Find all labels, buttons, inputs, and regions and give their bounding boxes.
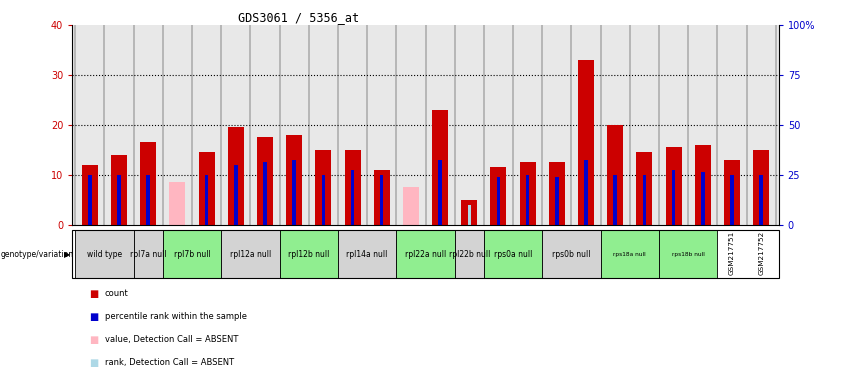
Bar <box>753 150 769 225</box>
Text: rpl12a null: rpl12a null <box>230 250 271 259</box>
Bar <box>263 162 266 225</box>
Bar <box>234 165 237 225</box>
Text: count: count <box>105 289 129 298</box>
Bar <box>82 165 98 225</box>
Bar <box>322 175 325 225</box>
Bar <box>403 187 419 225</box>
Text: ▶: ▶ <box>64 250 71 259</box>
Bar <box>228 127 243 225</box>
Text: rpl22b null: rpl22b null <box>448 250 490 259</box>
Text: rps18a null: rps18a null <box>614 252 646 257</box>
Bar <box>461 200 477 225</box>
Bar <box>257 137 273 225</box>
Bar <box>380 175 384 225</box>
Bar <box>89 175 92 225</box>
Bar <box>432 110 448 225</box>
Bar <box>614 175 617 225</box>
Bar <box>759 175 762 225</box>
Text: rps0a null: rps0a null <box>494 250 532 259</box>
Bar <box>701 172 705 225</box>
Bar <box>549 162 565 225</box>
Bar <box>351 170 354 225</box>
Bar <box>643 175 646 225</box>
Bar <box>163 230 221 278</box>
Bar <box>526 175 529 225</box>
Bar <box>316 150 331 225</box>
Text: rpl14a null: rpl14a null <box>346 250 388 259</box>
Text: rank, Detection Call = ABSENT: rank, Detection Call = ABSENT <box>105 358 234 367</box>
Text: value, Detection Call = ABSENT: value, Detection Call = ABSENT <box>105 335 238 344</box>
Text: rpl7b null: rpl7b null <box>174 250 210 259</box>
Bar <box>694 145 711 225</box>
Text: ■: ■ <box>89 289 99 299</box>
Bar <box>542 230 601 278</box>
Bar <box>585 160 588 225</box>
Bar <box>397 230 454 278</box>
Bar <box>280 230 338 278</box>
Title: GDS3061 / 5356_at: GDS3061 / 5356_at <box>237 11 359 24</box>
Text: ■: ■ <box>89 335 99 345</box>
Text: rps18b null: rps18b null <box>671 252 705 257</box>
Bar <box>520 162 535 225</box>
Text: rpl22a null: rpl22a null <box>405 250 446 259</box>
Bar <box>134 230 163 278</box>
Bar <box>286 135 302 225</box>
Text: ■: ■ <box>89 312 99 322</box>
Text: percentile rank within the sample: percentile rank within the sample <box>105 312 247 321</box>
Bar <box>724 160 740 225</box>
Bar <box>169 182 186 225</box>
Bar <box>497 177 500 225</box>
Bar <box>730 175 734 225</box>
Bar <box>578 60 594 225</box>
Text: rps0b null: rps0b null <box>552 250 591 259</box>
Text: genotype/variation: genotype/variation <box>1 250 74 259</box>
Bar <box>637 152 653 225</box>
Bar <box>293 160 296 225</box>
Bar <box>75 230 134 278</box>
Text: wild type: wild type <box>87 250 122 259</box>
Bar <box>555 177 558 225</box>
Bar <box>198 152 214 225</box>
Bar <box>111 155 127 225</box>
Bar <box>338 230 397 278</box>
Bar <box>454 230 484 278</box>
Bar <box>601 230 659 278</box>
Bar <box>345 150 361 225</box>
Bar <box>117 175 121 225</box>
Bar <box>140 142 157 225</box>
Bar <box>608 125 623 225</box>
Text: rpl7a null: rpl7a null <box>130 250 167 259</box>
Bar <box>671 170 676 225</box>
Bar <box>146 175 150 225</box>
Bar <box>374 170 390 225</box>
Bar <box>659 230 717 278</box>
Text: rpl12b null: rpl12b null <box>288 250 329 259</box>
Bar <box>490 167 506 225</box>
Bar <box>438 160 442 225</box>
Bar <box>484 230 542 278</box>
Text: ■: ■ <box>89 358 99 368</box>
Bar <box>221 230 280 278</box>
Bar <box>205 175 208 225</box>
Bar <box>467 205 471 225</box>
Bar <box>665 147 682 225</box>
Bar <box>467 205 471 225</box>
